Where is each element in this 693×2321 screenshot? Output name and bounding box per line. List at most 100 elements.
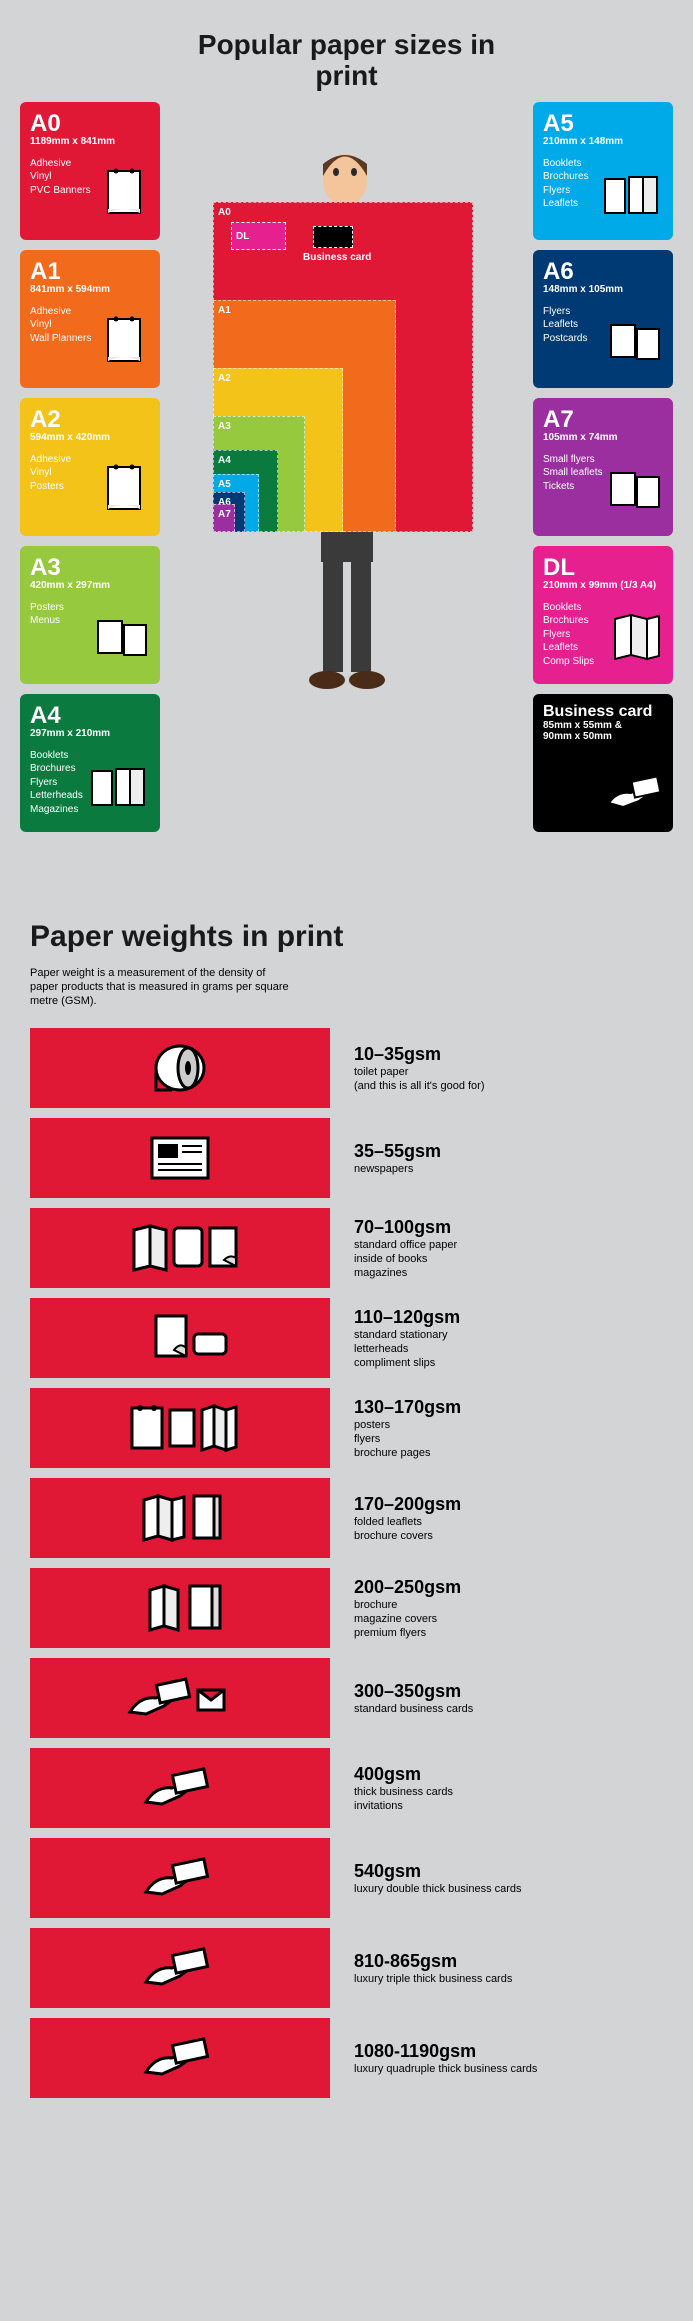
size-uses: Small flyers Small leaflets Tickets (543, 453, 602, 494)
size-card-a1: A1 841mm x 594mm Adhesive Vinyl Wall Pla… (20, 250, 160, 388)
nested-label: A5 (218, 479, 231, 490)
size-code: A6 (543, 260, 663, 284)
size-dims: 297mm x 210mm (30, 728, 150, 739)
size-code: A5 (543, 112, 663, 136)
nested-label: A1 (218, 305, 231, 316)
size-uses: Adhesive Vinyl Posters (30, 453, 71, 494)
nested-label: A4 (218, 455, 231, 466)
weight-row: 130–170gsm posters flyers brochure pages (30, 1388, 663, 1468)
size-code: Business card (543, 704, 663, 720)
nested-label: A7 (218, 509, 231, 520)
weight-icon (30, 1028, 330, 1108)
paper-icon (607, 467, 663, 522)
weight-gsm: 130–170gsm (354, 1397, 461, 1418)
size-uses: Booklets Brochures Flyers Letterheads Ma… (30, 749, 83, 817)
weight-row: 70–100gsm standard office paper inside o… (30, 1208, 663, 1288)
weight-row: 35–55gsm newspapers (30, 1118, 663, 1198)
size-code: A0 (30, 112, 150, 136)
size-code: DL (543, 556, 663, 580)
weight-icon (30, 1388, 330, 1468)
weight-row: 1080-1190gsm luxury quadruple thick busi… (30, 2018, 663, 2098)
weight-row: 540gsm luxury double thick business card… (30, 1838, 663, 1918)
weight-desc: brochure magazine covers premium flyers (354, 1598, 461, 1641)
weight-text: 300–350gsm standard business cards (354, 1681, 473, 1716)
weight-gsm: 810-865gsm (354, 1951, 512, 1972)
weight-text: 540gsm luxury double thick business card… (354, 1861, 522, 1896)
left-cards: A0 1189mm x 841mm Adhesive Vinyl PVC Ban… (20, 102, 160, 832)
size-dims: 148mm x 105mm (543, 284, 663, 295)
size-card-a7: A7 105mm x 74mm Small flyers Small leafl… (533, 398, 673, 536)
weight-row: 110–120gsm standard stationary letterhea… (30, 1298, 663, 1378)
size-dims: 420mm x 297mm (30, 580, 150, 591)
weight-icon (30, 1568, 330, 1648)
weight-row: 10–35gsm toilet paper (and this is all i… (30, 1028, 663, 1108)
paper-icon (607, 609, 663, 670)
size-code: A2 (30, 408, 150, 432)
nested-label: A0 (218, 207, 231, 218)
paper-icon (94, 615, 150, 670)
nested-dl: DL (231, 222, 286, 250)
size-uses: Posters Menus (30, 601, 64, 628)
weight-desc: standard office paper inside of books ma… (354, 1238, 457, 1281)
center-figure: A0A1A2A3A4A5A6A7 DL Business card (175, 142, 515, 842)
weight-text: 1080-1190gsm luxury quadruple thick busi… (354, 2041, 537, 2076)
weight-desc: posters flyers brochure pages (354, 1418, 461, 1461)
size-uses: Booklets Brochures Flyers Leaflets Comp … (543, 601, 594, 669)
size-card-a6: A6 148mm x 105mm Flyers Leaflets Postcar… (533, 250, 673, 388)
weight-text: 810-865gsm luxury triple thick business … (354, 1951, 512, 1986)
weight-gsm: 70–100gsm (354, 1217, 457, 1238)
weight-desc: newspapers (354, 1162, 441, 1176)
weights-intro: Paper weight is a measurement of the den… (30, 966, 290, 1009)
nested-bc-label: Business card (303, 252, 371, 263)
paper-icon (104, 165, 150, 226)
right-cards: A5 210mm x 148mm Booklets Brochures Flye… (533, 102, 673, 832)
weight-text: 70–100gsm standard office paper inside o… (354, 1217, 457, 1281)
nested-sizes-icon: A0A1A2A3A4A5A6A7 DL Business card (213, 202, 473, 532)
weight-row: 170–200gsm folded leaflets brochure cove… (30, 1478, 663, 1558)
weight-desc: standard business cards (354, 1702, 473, 1716)
weight-icon (30, 1208, 330, 1288)
size-dims: 210mm x 99mm (1/3 A4) (543, 580, 663, 591)
paper-icon (607, 319, 663, 374)
size-card-a0: A0 1189mm x 841mm Adhesive Vinyl PVC Ban… (20, 102, 160, 240)
weight-desc: toilet paper (and this is all it's good … (354, 1065, 485, 1094)
weight-icon (30, 1298, 330, 1378)
size-card-a3: A3 420mm x 297mm Posters Menus (20, 546, 160, 684)
weight-icon (30, 1748, 330, 1828)
nested-label: A3 (218, 421, 231, 432)
weights-section: Paper weights in print Paper weight is a… (0, 882, 693, 2139)
size-card-a4: A4 297mm x 210mm Booklets Brochures Flye… (20, 694, 160, 832)
size-uses: Adhesive Vinyl Wall Planners (30, 305, 91, 346)
weight-icon (30, 1118, 330, 1198)
weight-desc: folded leaflets brochure covers (354, 1515, 461, 1544)
weight-text: 400gsm thick business cards invitations (354, 1764, 453, 1814)
size-dims: 85mm x 55mm & 90mm x 50mm (543, 720, 663, 742)
size-uses: Adhesive Vinyl PVC Banners (30, 157, 91, 198)
nested-label: A2 (218, 373, 231, 384)
weight-gsm: 540gsm (354, 1861, 522, 1882)
weight-desc: luxury triple thick business cards (354, 1972, 512, 1986)
weight-icon (30, 1838, 330, 1918)
paper-icon (603, 767, 663, 818)
size-card-business-card: Business card 85mm x 55mm & 90mm x 50mm (533, 694, 673, 832)
weight-desc: standard stationary letterheads complime… (354, 1328, 460, 1371)
size-uses: Flyers Leaflets Postcards (543, 305, 587, 346)
weight-text: 170–200gsm folded leaflets brochure cove… (354, 1494, 461, 1544)
weight-text: 200–250gsm brochure magazine covers prem… (354, 1577, 461, 1641)
weight-text: 110–120gsm standard stationary letterhea… (354, 1307, 460, 1371)
size-code: A4 (30, 704, 150, 728)
weight-row: 810-865gsm luxury triple thick business … (30, 1928, 663, 2008)
size-dims: 594mm x 420mm (30, 432, 150, 443)
weight-gsm: 170–200gsm (354, 1494, 461, 1515)
nested-bc (313, 226, 353, 248)
weight-rows: 10–35gsm toilet paper (and this is all i… (30, 1028, 663, 2098)
sizes-section: A0 1189mm x 841mm Adhesive Vinyl PVC Ban… (0, 102, 693, 882)
weight-text: 130–170gsm posters flyers brochure pages (354, 1397, 461, 1461)
weight-row: 300–350gsm standard business cards (30, 1658, 663, 1738)
size-dims: 1189mm x 841mm (30, 136, 150, 147)
weight-desc: luxury double thick business cards (354, 1882, 522, 1896)
size-dims: 841mm x 594mm (30, 284, 150, 295)
weight-gsm: 110–120gsm (354, 1307, 460, 1328)
size-card-a5: A5 210mm x 148mm Booklets Brochures Flye… (533, 102, 673, 240)
main-title: Popular paper sizes in print (0, 0, 693, 102)
